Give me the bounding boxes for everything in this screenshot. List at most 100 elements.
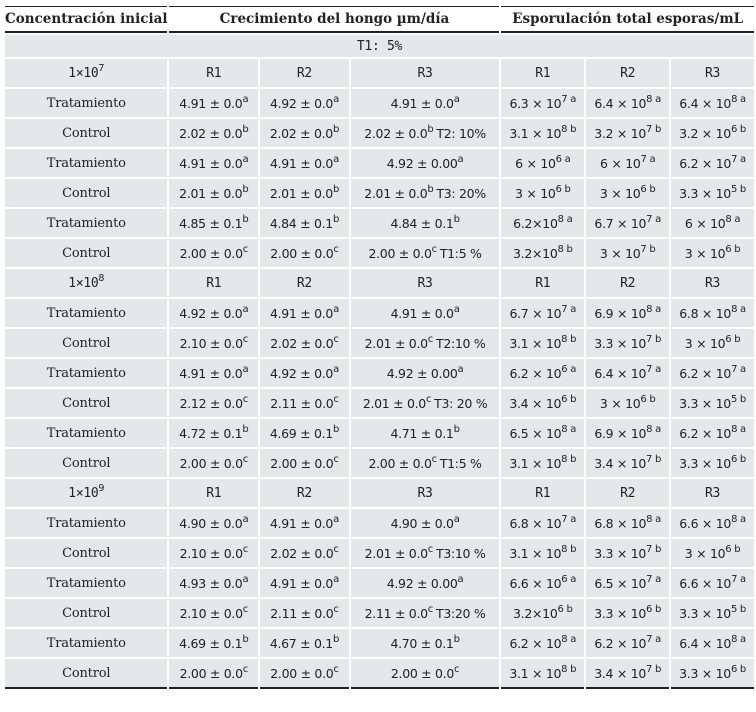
sporulation-exponent: 6 b (725, 333, 741, 345)
sporulation-mantissa: 3.2 × 10 (594, 125, 647, 141)
concentration-base: 1×10 (68, 275, 99, 291)
sporulation-exponent: 7 a (731, 573, 746, 585)
growth-value: 2.00 ± 0.0 (179, 245, 243, 261)
sporulation-exponent: 6 b (646, 603, 662, 615)
significance-letter: b (649, 243, 656, 255)
significance-letter: b (655, 453, 662, 465)
table-row: Control 2.01 ± 0.0b 2.01 ± 0.0b 2.01 ± 0.0b… (5, 179, 754, 207)
concentration-value: 1×107 (5, 59, 168, 87)
growth-cell: 4.70 ± 0.1b (350, 629, 500, 657)
growth-value: 2.01 ± 0.0 (364, 335, 428, 351)
significance-letter: c (333, 603, 339, 615)
growth-value: 2.00 ± 0.0 (390, 665, 455, 681)
table-body: T1: 5% 1×107 R1 R2 R3 R1 R2 R3 Tratamiento 4.91 … (5, 35, 754, 689)
sporulation-exponent: 8 b (561, 543, 577, 555)
sporulation-exponent: 6 a (561, 573, 577, 585)
sporulation-exponent: 7 a (561, 303, 577, 315)
sporulation-mantissa: 6.5 × 10 (594, 575, 647, 591)
sporulation-mantissa: 3 × 10 (515, 185, 556, 201)
row-label: Tratamiento (5, 569, 168, 597)
table-row: Control 2.00 ± 0.0c 2.00 ± 0.0c 2.00 ± 0.0c… (5, 449, 754, 477)
row-label: Control (5, 389, 168, 417)
sporulation-mantissa: 6.8 × 10 (509, 515, 562, 531)
sporulation-mantissa: 3.1 × 10 (509, 125, 562, 141)
row-label: Control (5, 599, 168, 627)
significance-letter: a (242, 573, 249, 585)
sporulation-mantissa: 3.3 × 10 (679, 455, 731, 471)
header-row: Concentración inicial Crecimiento del ho… (5, 6, 754, 33)
table-row: Control 2.10 ± 0.0 c 2.11 ± 0.0c 2.11 ± 0.0c… (5, 599, 754, 627)
growth-value: 2.02 ± 0.0 (270, 335, 334, 351)
replicate-label: R1 (169, 479, 259, 507)
row-label: Control (5, 119, 168, 147)
table-row: Tratamiento 4.85 ± 0.1b 4.84 ± 0.1b 4.84 ± … (5, 209, 754, 237)
concentration-exponent: 8 (98, 272, 105, 284)
growth-value: 2.11 ± 0.0 (364, 605, 428, 621)
sporulation-mantissa: 6.6 × 10 (679, 575, 732, 591)
growth-value: 2.11 ± 0.0 (270, 395, 334, 411)
significance-letter: b (564, 183, 571, 195)
table-row: Control 2.00 ± 0.0c 2.00 ± 0.0c 2.00 ± 0.0c… (5, 659, 754, 689)
sporulation-cell: 3.4 × 107 b (586, 659, 670, 689)
significance-letter: b (734, 543, 741, 555)
growth-value: 4.92 ± 0.0 (179, 305, 243, 321)
growth-value: 2.00 ± 0.0 (270, 245, 334, 261)
table-row: Tratamiento 4.92 ± 0.0a 4.91 ± 0.0a 4.91 ± … (5, 299, 754, 327)
sporulation-cell: 3.3 × 107 b (586, 539, 670, 567)
significance-letter: b (427, 123, 434, 135)
sporulation-cell: 6.9 × 108 a (586, 419, 670, 447)
growth-value: 4.91 ± 0.0 (179, 95, 243, 111)
sporulation-cell: 6.2 × 108 a (501, 629, 585, 657)
significance-letter: c (333, 663, 339, 675)
sporulation-mantissa: 3.1 × 10 (509, 455, 562, 471)
growth-cell: 2.02 ± 0.0c (260, 539, 349, 567)
growth-cell: 4.91 ± 0.0a (169, 359, 259, 387)
treatment-label: T3: 20 % (434, 395, 488, 411)
growth-value: 4.69 ± 0.1 (179, 635, 243, 651)
sporulation-exponent: 7 a (561, 93, 577, 105)
sporulation-cell: 3.4 × 107 b (586, 449, 670, 477)
growth-value: 4.92 ± 0.0 (269, 365, 334, 381)
sporulation-cell: 3.3 × 106 b (671, 659, 754, 689)
significance-letter: b (655, 663, 662, 675)
sporulation-mantissa: 6.4 × 10 (594, 95, 647, 111)
sporulation-exponent: 6 b (557, 603, 573, 615)
sporulation-exponent: 7 a (640, 153, 656, 165)
significance-letter: a (740, 573, 746, 585)
growth-cell: 2.01 ± 0.0b T3: 20% (350, 179, 500, 207)
replicate-label: R2 (260, 59, 349, 87)
sporulation-mantissa: 6.9 × 10 (594, 425, 647, 441)
sporulation-exponent: 8 a (561, 423, 577, 435)
significance-letter: a (570, 93, 577, 105)
growth-cell: 4.91 ± 0.0a (260, 299, 349, 327)
sporulation-mantissa: 3.1 × 10 (509, 545, 562, 561)
sporulation-exponent: 7 b (646, 543, 662, 555)
growth-cell: 2.01 ± 0.0c T3:10 % (350, 539, 500, 567)
sporulation-exponent: 8 a (646, 303, 661, 315)
header-sporulation: Esporulación total esporas/mL (501, 6, 754, 33)
growth-value: 2.10 ± 0.0 (179, 605, 243, 621)
sporulation-cell: 3.3 × 105 b (671, 599, 754, 627)
growth-value: 4.92 ± 0.00 (386, 575, 458, 591)
growth-cell: 2.00 ± 0.0c (169, 659, 259, 689)
sporulation-mantissa: 6.8 × 10 (594, 515, 647, 531)
growth-cell: 2.11 ± 0.0c T3:20 % (350, 599, 500, 627)
sporulation-exponent: 8 a (731, 513, 746, 525)
significance-letter: b (739, 603, 746, 615)
significance-letter: a (740, 633, 746, 645)
significance-letter: b (566, 243, 573, 255)
sporulation-mantissa: 6.6 × 10 (509, 575, 562, 591)
sporulation-mantissa: 3.3 × 10 (679, 665, 731, 681)
growth-cell: 2.11 ± 0.0c (260, 599, 349, 627)
significance-letter: a (740, 363, 746, 375)
sporulation-mantissa: 6 × 10 (600, 155, 641, 171)
significance-letter: c (333, 393, 339, 405)
sporulation-mantissa: 3.2×10 (513, 605, 558, 621)
growth-cell: 2.01 ± 0.0c T2:10 % (350, 329, 500, 357)
group-label: T1: 5% (5, 35, 754, 57)
significance-letter: c (242, 243, 249, 255)
significance-letter: a (740, 423, 746, 435)
growth-cell: 2.10 ± 0.0c (169, 329, 259, 357)
significance-letter: a (333, 363, 339, 375)
growth-value: 4.91 ± 0.0 (390, 305, 454, 321)
